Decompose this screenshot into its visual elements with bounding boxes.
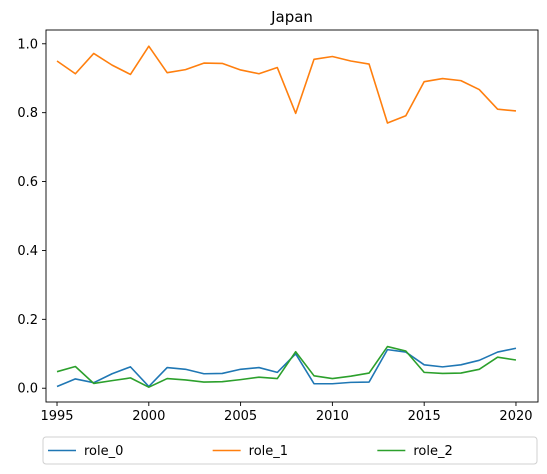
legend-label: role_0 bbox=[84, 444, 123, 459]
y-tick-label: 0.8 bbox=[17, 106, 38, 121]
series-layer bbox=[56, 45, 517, 388]
y-tick-label: 1.0 bbox=[17, 37, 38, 52]
y-tick-label: 0.4 bbox=[17, 244, 38, 259]
x-tick-label: 1995 bbox=[40, 409, 73, 424]
y-tick-label: 0.2 bbox=[17, 313, 38, 328]
legend-label: role_2 bbox=[413, 444, 452, 459]
x-tick-label: 2000 bbox=[132, 409, 165, 424]
x-tick-label: 2010 bbox=[316, 409, 349, 424]
chart-title: Japan bbox=[270, 8, 313, 26]
y-tick-label: 0.0 bbox=[17, 382, 38, 397]
series-line-role-1 bbox=[56, 45, 517, 124]
x-tick-label: 2015 bbox=[408, 409, 441, 424]
plot-frame bbox=[45, 29, 539, 403]
legend-label: role_1 bbox=[249, 444, 288, 459]
x-tick-label: 2020 bbox=[499, 409, 532, 424]
x-tick-label: 2005 bbox=[224, 409, 257, 424]
series-line-role-0 bbox=[56, 347, 517, 388]
axes: 1995 2000 2005 2010 2015 2020 0.0 0.2 0.4 0.6 0.8 1… bbox=[17, 29, 539, 424]
y-tick-label: 0.6 bbox=[17, 175, 38, 190]
series-line-role-2 bbox=[56, 345, 517, 388]
legend-box bbox=[42, 436, 538, 465]
legend: role_0 role_1 role_2 bbox=[42, 436, 538, 465]
